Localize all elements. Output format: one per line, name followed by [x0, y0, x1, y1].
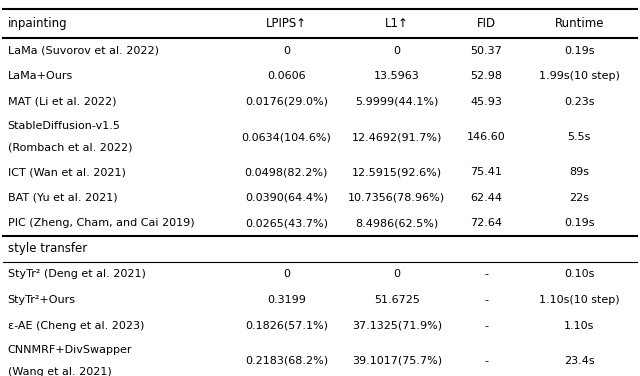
Text: 1.10s(10 step): 1.10s(10 step) — [539, 295, 620, 305]
Text: BAT (Yu et al. 2021): BAT (Yu et al. 2021) — [8, 193, 117, 203]
Text: 0: 0 — [394, 46, 400, 56]
Text: Runtime: Runtime — [554, 17, 604, 30]
Text: 5.5s: 5.5s — [568, 132, 591, 142]
Text: 0.0606: 0.0606 — [267, 71, 306, 81]
Text: 23.4s: 23.4s — [564, 356, 595, 366]
Text: 0.19s: 0.19s — [564, 218, 595, 228]
Text: LaMa+Ours: LaMa+Ours — [8, 71, 73, 81]
Text: ICT (Wan et al. 2021): ICT (Wan et al. 2021) — [8, 167, 125, 177]
Text: ε-AE (Cheng et al. 2023): ε-AE (Cheng et al. 2023) — [8, 321, 144, 331]
Text: 0.1826(57.1%): 0.1826(57.1%) — [245, 321, 328, 331]
Text: 0.0176(29.0%): 0.0176(29.0%) — [245, 97, 328, 107]
Text: 75.41: 75.41 — [470, 167, 502, 177]
Text: MAT (Li et al. 2022): MAT (Li et al. 2022) — [8, 97, 116, 107]
Text: style transfer: style transfer — [8, 243, 87, 255]
Text: 10.7356(78.96%): 10.7356(78.96%) — [348, 193, 445, 203]
Text: 22s: 22s — [569, 193, 589, 203]
Text: 146.60: 146.60 — [467, 132, 506, 142]
Text: 0.0634(104.6%): 0.0634(104.6%) — [241, 132, 332, 142]
Text: L1↑: L1↑ — [385, 17, 409, 30]
Text: LaMa (Suvorov et al. 2022): LaMa (Suvorov et al. 2022) — [8, 46, 159, 56]
Text: CNNMRF+DivSwapper: CNNMRF+DivSwapper — [8, 345, 132, 355]
Text: 62.44: 62.44 — [470, 193, 502, 203]
Text: 51.6725: 51.6725 — [374, 295, 420, 305]
Text: 39.1017(75.7%): 39.1017(75.7%) — [352, 356, 442, 366]
Text: inpainting: inpainting — [8, 17, 67, 30]
Text: StableDiffusion-v1.5: StableDiffusion-v1.5 — [8, 121, 120, 131]
Text: 0.2183(68.2%): 0.2183(68.2%) — [245, 356, 328, 366]
Text: 12.5915(92.6%): 12.5915(92.6%) — [352, 167, 442, 177]
Text: 0.19s: 0.19s — [564, 46, 595, 56]
Text: 0.0265(43.7%): 0.0265(43.7%) — [245, 218, 328, 228]
Text: PIC (Zheng, Cham, and Cai 2019): PIC (Zheng, Cham, and Cai 2019) — [8, 218, 195, 228]
Text: FID: FID — [477, 17, 496, 30]
Text: -: - — [484, 356, 488, 366]
Text: 0.10s: 0.10s — [564, 270, 595, 279]
Text: 50.37: 50.37 — [470, 46, 502, 56]
Text: 0.0498(82.2%): 0.0498(82.2%) — [244, 167, 328, 177]
Text: 13.5963: 13.5963 — [374, 71, 420, 81]
Text: 12.4692(91.7%): 12.4692(91.7%) — [351, 132, 442, 142]
Text: LPIPS↑: LPIPS↑ — [266, 17, 307, 30]
Text: StyTr² (Deng et al. 2021): StyTr² (Deng et al. 2021) — [8, 270, 145, 279]
Text: 0.3199: 0.3199 — [267, 295, 306, 305]
Text: (Wang et al. 2021): (Wang et al. 2021) — [8, 367, 111, 376]
Text: 5.9999(44.1%): 5.9999(44.1%) — [355, 97, 438, 107]
Text: 45.93: 45.93 — [470, 97, 502, 107]
Text: 52.98: 52.98 — [470, 71, 502, 81]
Text: 0.23s: 0.23s — [564, 97, 595, 107]
Text: -: - — [484, 321, 488, 331]
Text: 8.4986(62.5%): 8.4986(62.5%) — [355, 218, 438, 228]
Text: 0: 0 — [283, 46, 290, 56]
Text: 1.10s: 1.10s — [564, 321, 595, 331]
Text: 89s: 89s — [569, 167, 589, 177]
Text: -: - — [484, 295, 488, 305]
Text: 37.1325(71.9%): 37.1325(71.9%) — [352, 321, 442, 331]
Text: 72.64: 72.64 — [470, 218, 502, 228]
Text: StyTr²+Ours: StyTr²+Ours — [8, 295, 76, 305]
Text: 0: 0 — [394, 270, 400, 279]
Text: 0.0390(64.4%): 0.0390(64.4%) — [245, 193, 328, 203]
Text: -: - — [484, 270, 488, 279]
Text: 1.99s(10 step): 1.99s(10 step) — [539, 71, 620, 81]
Text: (Rombach et al. 2022): (Rombach et al. 2022) — [8, 143, 132, 153]
Text: 0: 0 — [283, 270, 290, 279]
